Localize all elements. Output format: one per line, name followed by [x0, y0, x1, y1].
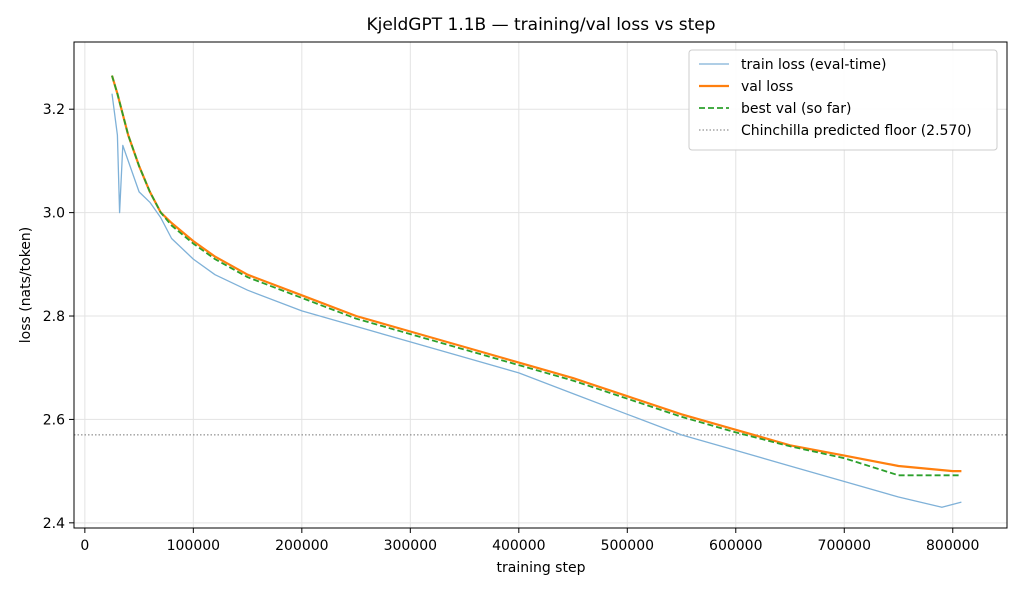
y-tick-label: 2.6: [43, 412, 65, 428]
legend-val-loss-label: val loss: [741, 79, 793, 95]
legend-box: [688, 49, 998, 151]
x-tick-label: 300000: [384, 538, 437, 554]
y-tick-label: 3.2: [43, 102, 65, 118]
legend-chinchilla-floor-label: Chinchilla predicted floor (2.570): [741, 123, 972, 139]
y-tick-label: 2.8: [43, 309, 65, 325]
x-tick-label: 0: [80, 538, 89, 554]
y-axis-label: loss (nats/token): [18, 227, 34, 344]
y-tick-label: 3.0: [43, 206, 65, 222]
plot-area-frame: [73, 41, 1008, 529]
x-tick-label: 600000: [709, 538, 762, 554]
train-loss-line: [111, 93, 962, 508]
x-tick-label: 400000: [492, 538, 545, 554]
x-axis-ticks: 0 100000 200000 300000 400000 500000 600000 700…: [80, 528, 979, 554]
y-tick-label: 2.4: [43, 516, 65, 532]
legend: train loss (eval-time) val loss best val (…: [688, 49, 998, 151]
y-axis-ticks: 2.4 2.6 2.8 3.0 3.2: [43, 102, 74, 532]
best-val-line: [111, 75, 962, 477]
x-tick-label: 700000: [818, 538, 871, 554]
legend-train-loss-label: train loss (eval-time): [741, 57, 887, 73]
legend-best-val-label: best val (so far): [741, 101, 851, 117]
x-axis-label: training step: [497, 560, 586, 576]
chart-title: KjeldGPT 1.1B — training/val loss vs ste…: [366, 15, 715, 35]
x-tick-label: 200000: [275, 538, 328, 554]
x-tick-label: 800000: [926, 538, 979, 554]
x-tick-label: 100000: [167, 538, 220, 554]
series-group: [110, 75, 962, 508]
x-tick-label: 500000: [601, 538, 654, 554]
